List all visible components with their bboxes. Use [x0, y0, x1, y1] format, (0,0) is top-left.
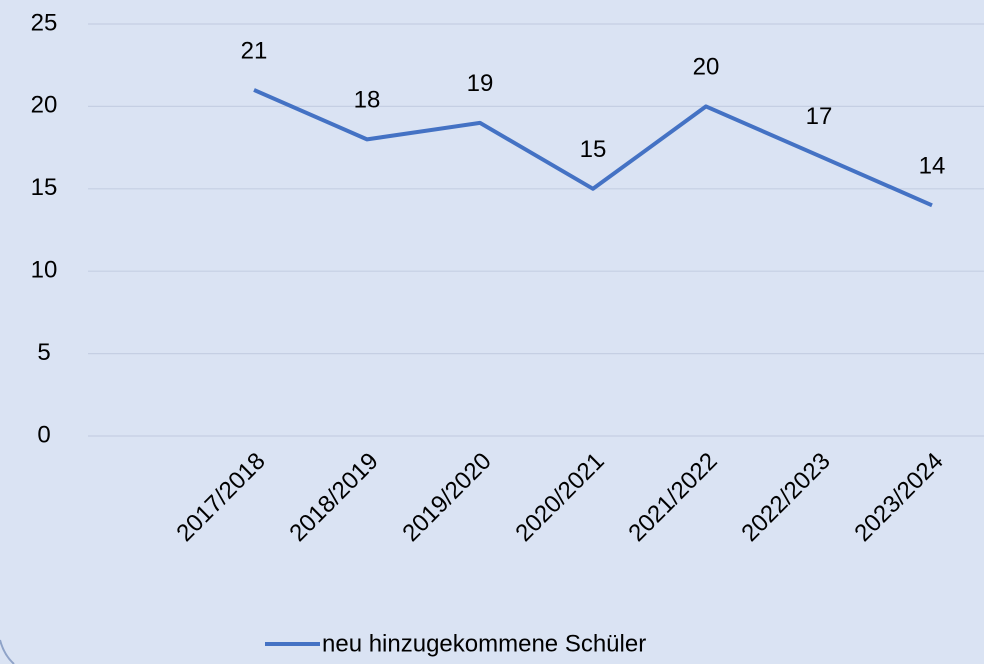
legend-label: neu hinzugekommene Schüler [322, 630, 646, 657]
y-tick-label: 20 [31, 92, 58, 119]
data-label: 17 [806, 103, 833, 130]
data-line [253, 88, 933, 208]
y-tick-label: 15 [31, 174, 58, 201]
y-tick-label: 10 [31, 257, 58, 284]
y-tick-label: 25 [31, 9, 58, 36]
data-label: 19 [467, 70, 494, 97]
data-label: 20 [693, 54, 720, 81]
data-label: 18 [354, 87, 381, 114]
y-tick-label: 0 [37, 421, 50, 448]
y-tick-label: 5 [37, 339, 50, 366]
data-label: 21 [241, 37, 268, 64]
data-label: 14 [919, 153, 946, 180]
data-label: 15 [580, 136, 607, 163]
frame-corner [0, 639, 15, 664]
